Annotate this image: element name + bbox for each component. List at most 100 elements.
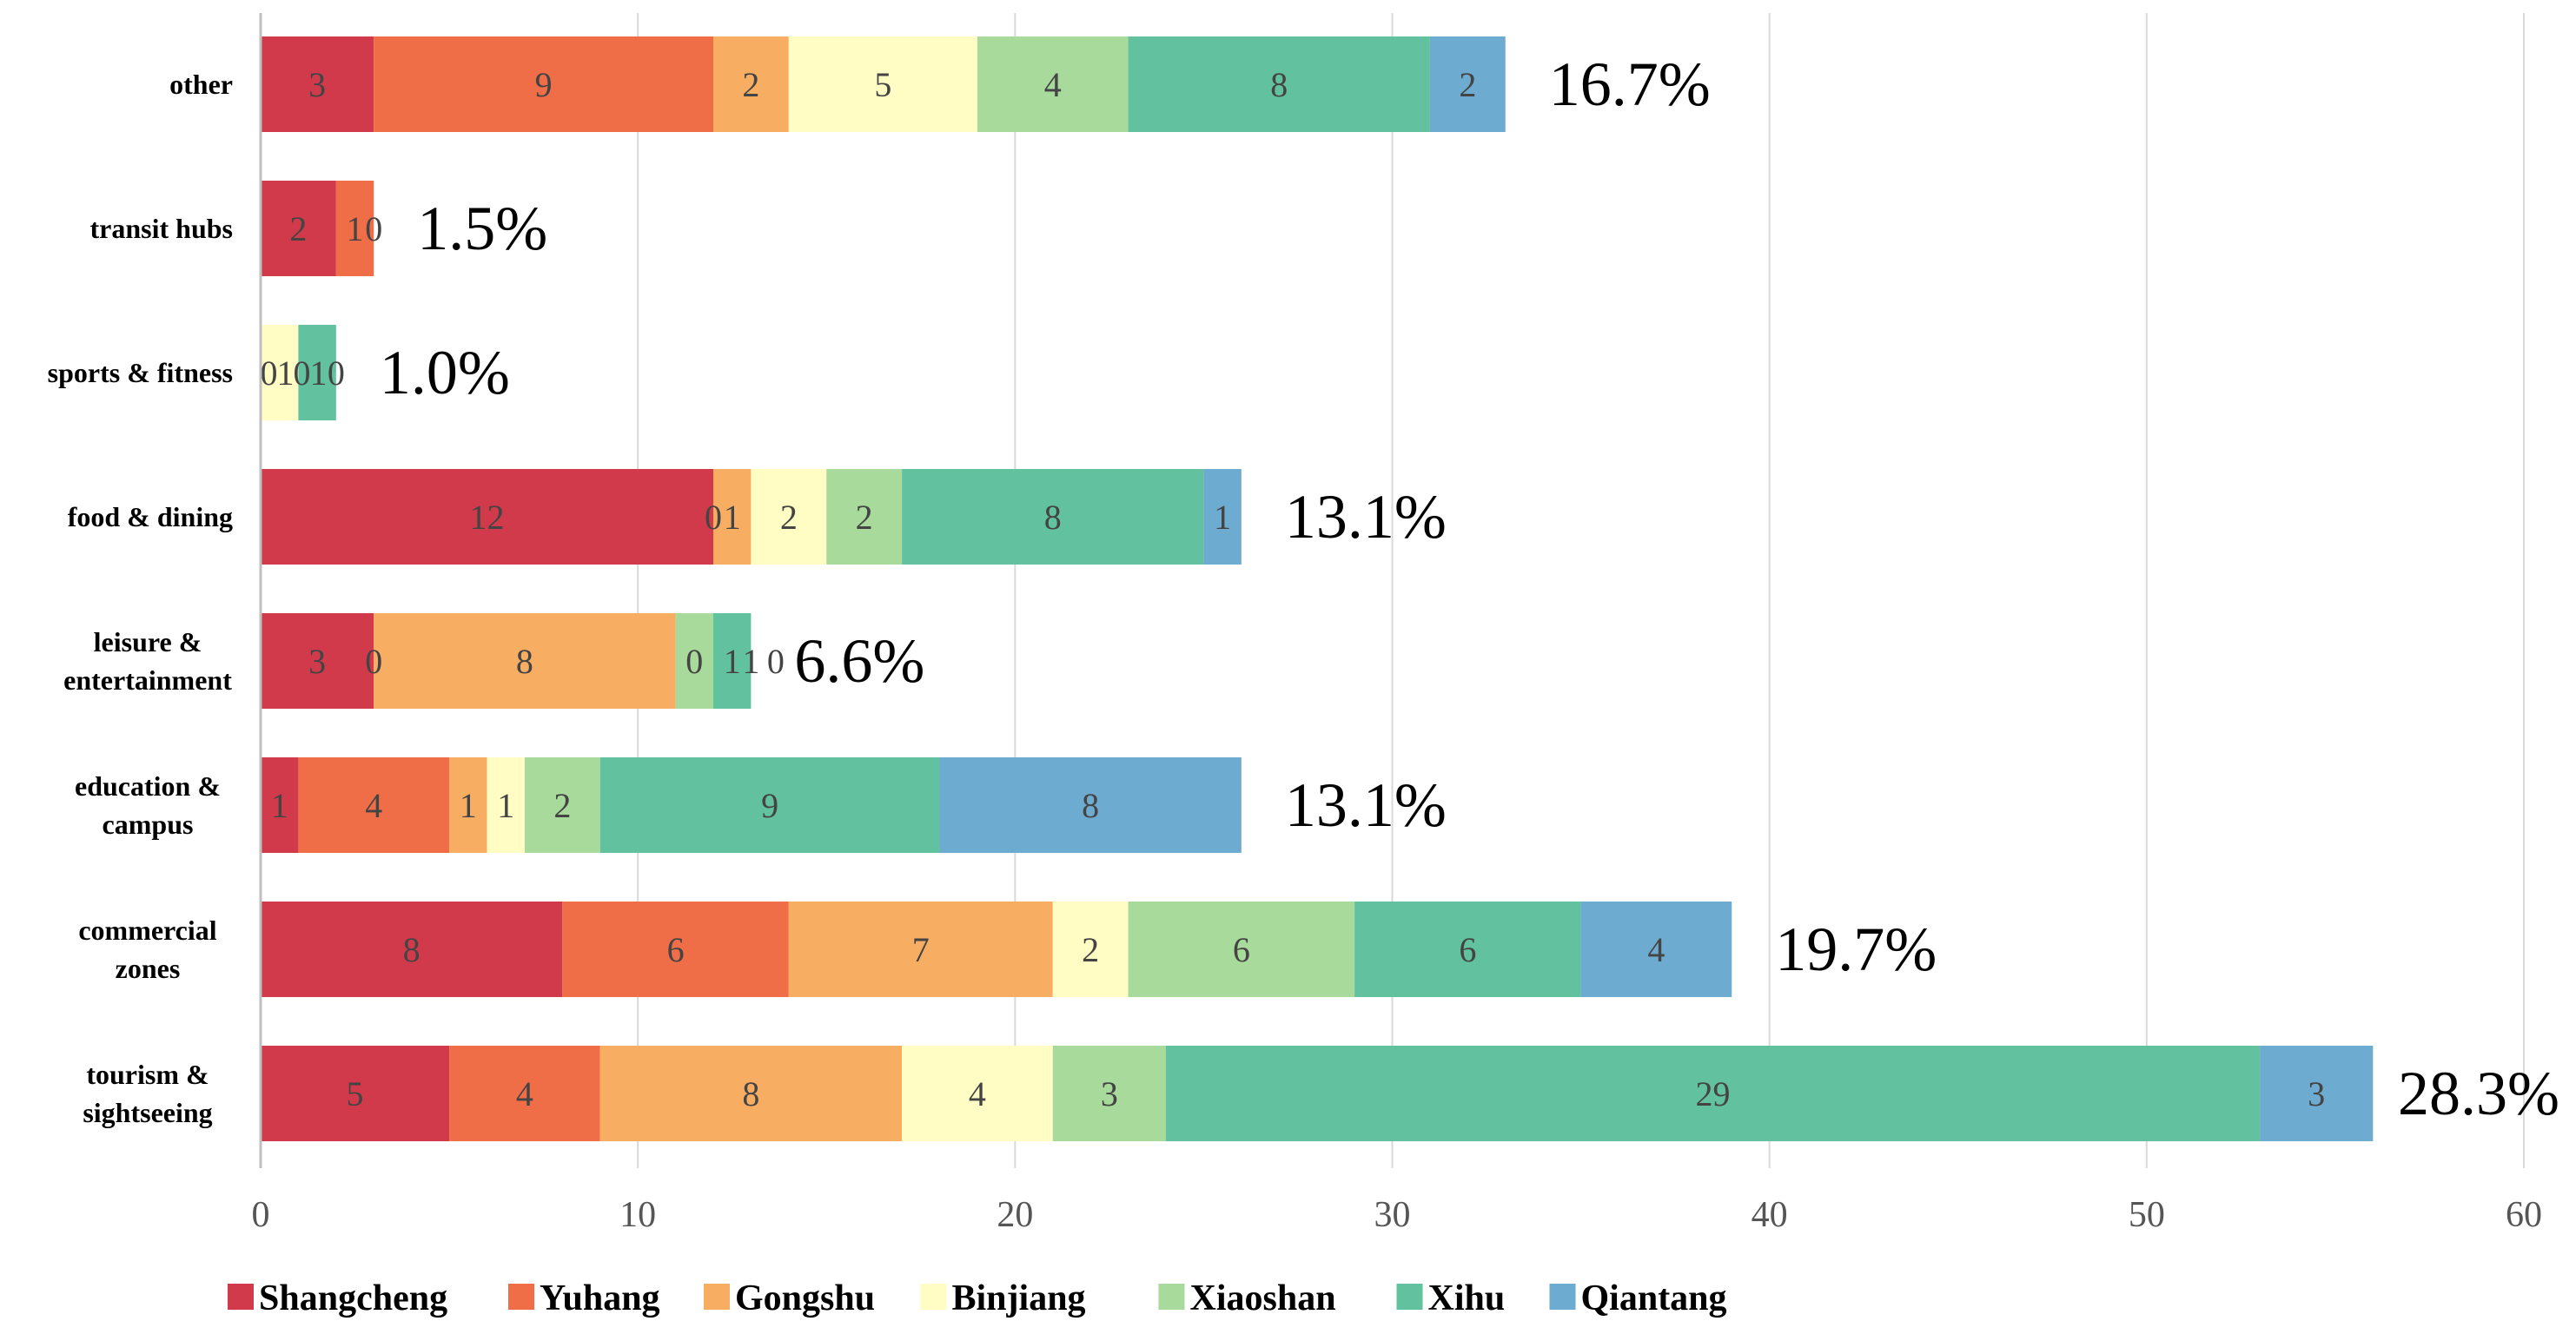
bar-tourism-sightseeing-binjiang (902, 1046, 1053, 1141)
bar-commercial-zones-qiantang (1580, 902, 1732, 997)
legend-label-binjiang: Binjiang (952, 1278, 1086, 1318)
category-label-line: tourism & (86, 1059, 209, 1090)
bar-other-yuhang (374, 36, 713, 132)
x-tick-label: 0 (252, 1195, 270, 1235)
bar-food-dining-qiantang (1203, 469, 1242, 565)
data-label-transit-hubs: 2 (289, 209, 307, 248)
bar-other-xihu (1128, 36, 1430, 132)
data-label-commercial-zones: 8 (403, 930, 421, 969)
percentage-label-transit-hubs: 1.5% (417, 194, 547, 263)
data-label-commercial-zones: 6 (1459, 930, 1476, 969)
data-label-leisure-entertainment: 3 (308, 642, 326, 681)
data-label-tourism-sightseeing: 4 (516, 1074, 533, 1113)
bar-other-qiantang (1429, 36, 1506, 132)
data-label-education-campus: 1 (460, 786, 477, 825)
bar-education-campus-gongshu (449, 757, 487, 853)
legend-swatch-xiaoshan (1158, 1284, 1185, 1310)
legend-swatch-xihu (1396, 1284, 1423, 1310)
category-label-food-dining: food & dining (68, 501, 233, 532)
bar-food-dining-xihu (902, 469, 1204, 565)
bar-food-dining-xiaoshan (826, 469, 903, 565)
data-label-commercial-zones: 2 (1082, 930, 1099, 969)
bar-education-campus-qiantang (939, 757, 1242, 853)
percentage-labels: 16.7% 1.5% 1.0% 13.1% 6.6% 13.1% 19.7% 28.3% (380, 50, 2559, 1128)
data-label-leisure-entertainment: 0 (685, 642, 703, 681)
bar-sports-fitness-xihu (298, 325, 336, 420)
bar-food-dining-shangcheng (261, 469, 713, 565)
bar-tourism-sightseeing-xihu (1166, 1046, 2261, 1141)
data-label-other: 2 (1459, 65, 1476, 104)
data-label-tourism-sightseeing: 8 (742, 1074, 759, 1113)
bar-transit-hubs-shangcheng (261, 181, 336, 276)
data-label-food-dining: 8 (1044, 498, 1062, 537)
bar-tourism-sightseeing-shangcheng (261, 1046, 450, 1141)
category-label-line: entertainment (63, 664, 232, 696)
category-label-commercial-zones: commercial zones (78, 915, 216, 984)
bar-leisure-entertainment-shangcheng (261, 613, 374, 709)
bar-transit-hubs-yuhang (335, 181, 374, 276)
legend-swatch-shangcheng (228, 1284, 254, 1310)
x-tick-label: 60 (2506, 1195, 2542, 1235)
data-label-commercial-zones: 4 (1647, 930, 1665, 969)
bar-other-binjiang (788, 36, 977, 132)
percentage-label-education-campus: 13.1% (1285, 770, 1447, 840)
data-label-transit-hubs: 0 (365, 209, 382, 248)
data-label-transit-hubs: 1 (347, 209, 364, 248)
bar-food-dining-binjiang (751, 469, 827, 565)
bar-commercial-zones-yuhang (562, 902, 789, 997)
bar-commercial-zones-xihu (1354, 902, 1581, 997)
data-label-food-dining: 1 (1214, 498, 1231, 537)
percentage-label-tourism-sightseeing: 28.3% (2398, 1059, 2559, 1128)
bar-education-campus-binjiang (487, 757, 525, 853)
data-label-sports-fitness: 0 (294, 353, 311, 393)
category-label-education-campus: education & campus (75, 770, 221, 840)
bar-tourism-sightseeing-xiaoshan (1052, 1046, 1166, 1141)
category-label-sports-fitness: sports & fitness (48, 357, 233, 388)
legend-swatch-yuhang (508, 1284, 534, 1310)
data-label-sports-fitness: 0 (328, 353, 345, 393)
data-label-other: 9 (535, 65, 553, 104)
bar-other-xiaoshan (977, 36, 1129, 132)
data-label-education-campus: 1 (271, 786, 288, 825)
percentage-label-leisure-entertainment: 6.6% (794, 626, 924, 696)
bar-commercial-zones-binjiang (1052, 902, 1129, 997)
data-label-other: 4 (1044, 65, 1062, 104)
bar-tourism-sightseeing-qiantang (2260, 1046, 2374, 1141)
bar-leisure-entertainment-gongshu (374, 613, 676, 709)
bar-leisure-entertainment-xiaoshan (675, 613, 713, 709)
percentage-label-sports-fitness: 1.0% (380, 338, 510, 407)
x-tick-label: 40 (1752, 1195, 1788, 1235)
data-label-food-dining: 2 (856, 498, 873, 537)
percentage-label-other: 16.7% (1549, 50, 1711, 119)
bar-commercial-zones-xiaoshan (1128, 902, 1355, 997)
legend-label-xiaoshan: Xiaoshan (1190, 1278, 1336, 1318)
category-label-line: sightseeing (83, 1097, 212, 1128)
data-label-commercial-zones: 6 (667, 930, 685, 969)
x-tick-label: 30 (1374, 1195, 1411, 1235)
legend-label-qiantang: Qiantang (1581, 1278, 1727, 1318)
bar-commercial-zones-shangcheng (261, 902, 563, 997)
legend-swatch-gongshu (704, 1284, 730, 1310)
percentage-label-commercial-zones: 19.7% (1775, 915, 1937, 984)
category-label-tourism-sightseeing: tourism & sightseeing (83, 1059, 212, 1128)
data-label-commercial-zones: 7 (912, 930, 930, 969)
data-label-education-campus: 2 (553, 786, 571, 825)
bar-education-campus-xihu (599, 757, 940, 853)
bar-other-shangcheng (261, 36, 374, 132)
x-axis: 0 10 20 30 40 50 60 (252, 13, 2542, 1235)
bar-education-campus-shangcheng (261, 757, 299, 853)
legend-label-xihu: Xihu (1428, 1278, 1506, 1318)
data-label-other: 2 (742, 65, 759, 104)
data-label-tourism-sightseeing: 4 (969, 1074, 986, 1113)
bar-commercial-zones-gongshu (788, 902, 1053, 997)
bars: 3 9 2 5 4 8 22 1 00 1 0 1 012 0 1 2 2 8 13 0 8 0 1 1 01 4 1 1 2 9 88 6 7… (261, 36, 2374, 1141)
data-label-food-dining: 2 (780, 498, 798, 537)
percentage-label-food-dining: 13.1% (1285, 482, 1447, 552)
bar-tourism-sightseeing-gongshu (599, 1046, 903, 1141)
data-label-education-campus: 4 (365, 786, 382, 825)
x-tick-label: 20 (997, 1195, 1033, 1235)
data-label-education-campus: 9 (761, 786, 778, 825)
bar-education-campus-yuhang (298, 757, 450, 853)
data-label-sports-fitness: 1 (310, 353, 328, 393)
category-label-line: zones (116, 953, 181, 984)
